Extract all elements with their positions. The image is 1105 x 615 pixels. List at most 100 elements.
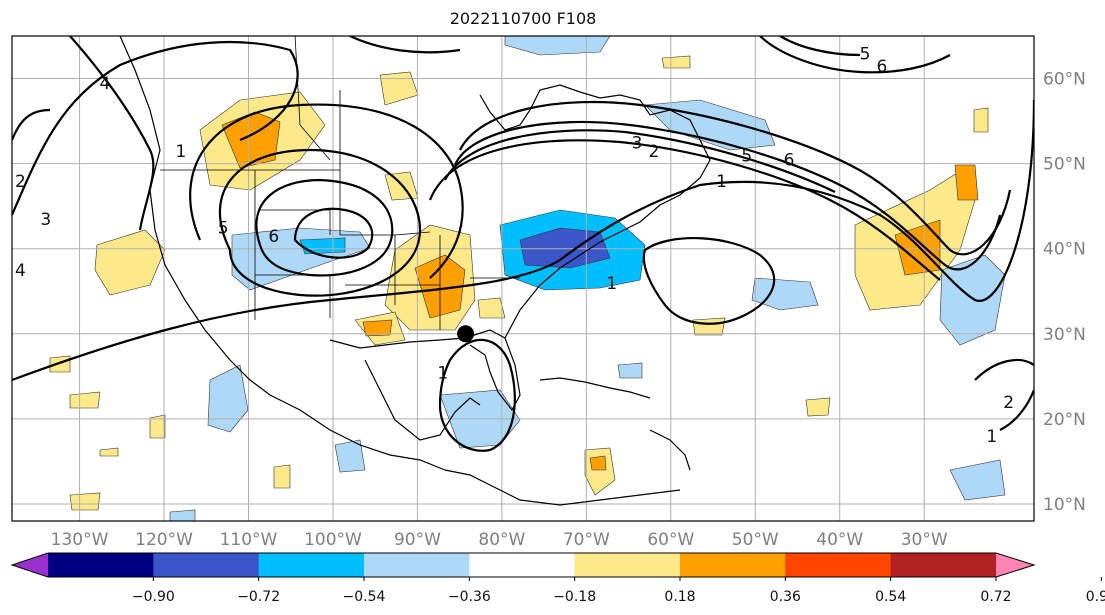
lat-tick-label: 10°N xyxy=(1043,495,1086,515)
lon-tick-label: 60°W xyxy=(647,530,694,550)
colorbar-tick-label: 0.36 xyxy=(770,589,801,605)
contour-label: 5 xyxy=(218,219,229,239)
contour-line xyxy=(642,237,776,325)
colorbar-tick-label: 0.72 xyxy=(980,589,1011,605)
lon-tick-label: 80°W xyxy=(478,530,525,550)
anomaly-region xyxy=(589,455,607,471)
map-title: 2022110700 F108 xyxy=(449,9,597,28)
anomaly-region xyxy=(379,71,419,106)
anomaly-region xyxy=(94,229,166,296)
contour-line xyxy=(428,139,941,281)
colorbar-segment xyxy=(680,553,786,577)
anomaly-region xyxy=(69,391,101,409)
contour-line xyxy=(974,358,1034,381)
contour-lines xyxy=(12,36,1034,452)
anomaly-region xyxy=(584,447,616,496)
colorbar-tick-labels: −0.90 −0.72 −0.54 −0.36 −0.18 0.18 0.36 0.54 0.7… xyxy=(132,577,1105,605)
contour-line xyxy=(189,103,464,279)
contour-line xyxy=(12,40,299,216)
anomaly-region xyxy=(751,277,819,311)
anomaly-region xyxy=(362,319,393,337)
contour-label: 1 xyxy=(437,363,448,383)
contour-label: 1 xyxy=(176,142,187,162)
anomaly-region xyxy=(477,297,506,319)
lon-tick-label: 100°W xyxy=(304,530,362,550)
colorbar-outline xyxy=(10,552,1036,578)
contour-line xyxy=(293,207,374,259)
lon-tick-label: 70°W xyxy=(563,530,610,550)
anomaly-region xyxy=(973,107,989,133)
anomaly-region xyxy=(169,509,196,521)
colorbar-tick-label: 0.54 xyxy=(875,589,906,605)
colorbar-tick-label: 0.90 xyxy=(1086,589,1105,605)
colorbar-segment xyxy=(469,553,576,577)
colorbar-segment xyxy=(364,553,470,577)
contour-line xyxy=(255,178,394,277)
colorbar-segment xyxy=(48,553,154,577)
anomaly-region xyxy=(617,362,643,379)
contour-line xyxy=(779,36,861,57)
anomaly-region xyxy=(231,227,371,291)
lon-tick-label: 110°W xyxy=(220,530,278,550)
contour-label: 3 xyxy=(632,134,643,154)
anomaly-region xyxy=(207,364,249,433)
colorbar-extend-low xyxy=(12,553,48,577)
lon-tick-label: 30°W xyxy=(901,530,948,550)
contour-label: 1 xyxy=(986,427,997,447)
colorbar xyxy=(10,552,1036,578)
contour-line xyxy=(69,36,155,231)
anomaly-region xyxy=(949,459,1006,501)
colorbar-segment xyxy=(785,553,892,577)
contour-line xyxy=(459,100,1012,256)
colorbar-tick-label: −0.18 xyxy=(553,589,596,605)
anomaly-region xyxy=(805,397,831,417)
latitude-labels: 60°N 50°N 40°N 30°N 20°N 10°N xyxy=(1043,70,1086,515)
contour-label: 4 xyxy=(15,261,26,281)
contour-line xyxy=(12,108,51,141)
contour-label: 2 xyxy=(15,172,26,192)
lon-tick-label: 90°W xyxy=(394,530,441,550)
lat-tick-label: 40°N xyxy=(1043,240,1086,260)
anomaly-region xyxy=(149,414,166,439)
colorbar-tick-label: −0.54 xyxy=(343,589,386,605)
colorbar-segment xyxy=(153,553,260,577)
anomaly-region xyxy=(504,36,611,56)
anomaly-region xyxy=(644,99,776,151)
colorbar-tick-label: 0.18 xyxy=(664,589,695,605)
colorbar-segment xyxy=(890,553,997,577)
contour-label: 2 xyxy=(1003,393,1014,413)
anomaly-region xyxy=(49,355,71,373)
contour-line xyxy=(759,36,951,74)
gridlines xyxy=(12,36,1034,521)
colorbar-tick-label: −0.72 xyxy=(237,589,280,605)
anomaly-region xyxy=(334,439,366,473)
location-marker xyxy=(457,325,475,343)
contour-label: 1 xyxy=(606,274,617,294)
contour-label: 5 xyxy=(860,44,871,64)
contour-line xyxy=(438,338,516,452)
colorbar-extend-high xyxy=(996,553,1034,577)
lat-tick-label: 50°N xyxy=(1043,155,1086,175)
map-frame xyxy=(11,35,1035,522)
lon-tick-label: 40°W xyxy=(816,530,863,550)
anomaly-region xyxy=(69,492,101,511)
contour-label: 6 xyxy=(268,227,279,247)
contour-label: 5 xyxy=(741,146,752,166)
lat-tick-label: 30°N xyxy=(1043,325,1086,345)
contour-line xyxy=(218,148,422,297)
lon-tick-label: 120°W xyxy=(135,530,193,550)
coastlines xyxy=(119,36,711,506)
anomaly-region xyxy=(519,227,611,269)
anomaly-region xyxy=(954,164,979,201)
colorbar-tick-label: −0.90 xyxy=(132,589,175,605)
lon-tick-label: 50°W xyxy=(732,530,779,550)
colorbar-segment xyxy=(574,553,681,577)
contour-line xyxy=(12,99,1034,382)
contour-label: 3 xyxy=(40,210,51,230)
anomaly-region xyxy=(299,237,346,255)
contour-line xyxy=(999,389,1034,431)
anomaly-region xyxy=(273,464,291,489)
contour-label: 6 xyxy=(784,151,795,171)
